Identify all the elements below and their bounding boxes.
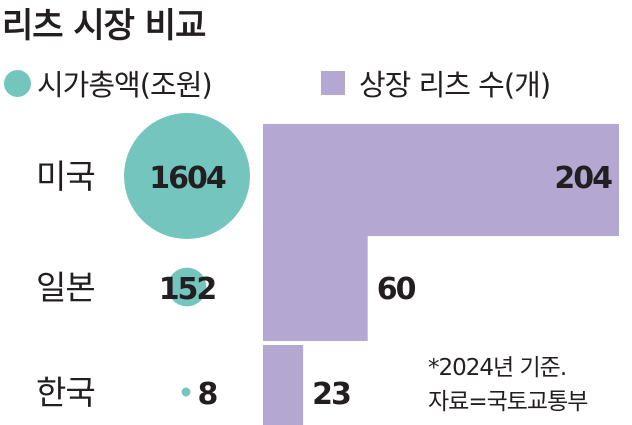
legend-label-reit-count: 상장 리츠 수(개)	[359, 68, 551, 102]
bubble	[167, 267, 207, 307]
category-label: 일본	[36, 268, 95, 307]
legend-item-reit-count: 상장 리츠 수(개)	[321, 62, 551, 104]
bubble-value-label: 1604	[149, 161, 226, 196]
note-line-1: *2024년 기준.	[428, 355, 567, 381]
legend-square-swatch	[321, 71, 345, 95]
note-line-2: 자료=국토교통부	[428, 389, 588, 415]
chart-title: 리츠 시장 비교	[2, 6, 206, 46]
bubble-value-label: 8	[197, 377, 217, 412]
bar	[263, 124, 619, 236]
bar-value-label: 204	[554, 161, 612, 196]
bubble-value-label: 152	[159, 272, 216, 307]
bar	[263, 234, 368, 341]
category-label: 한국	[36, 373, 95, 412]
category-label: 미국	[36, 157, 95, 196]
bubble	[124, 113, 250, 239]
bar	[263, 345, 304, 425]
legend-item-market-cap: 시가총액(조원)	[4, 62, 213, 104]
bar-value-label: 60	[377, 272, 416, 307]
legend-label-market-cap: 시가총액(조원)	[37, 68, 213, 102]
source-note: *2024년 기준. 자료=국토교통부	[428, 351, 588, 419]
legend-circle-swatch	[4, 69, 31, 97]
bubble	[181, 387, 191, 397]
bar-value-label: 23	[312, 377, 350, 412]
